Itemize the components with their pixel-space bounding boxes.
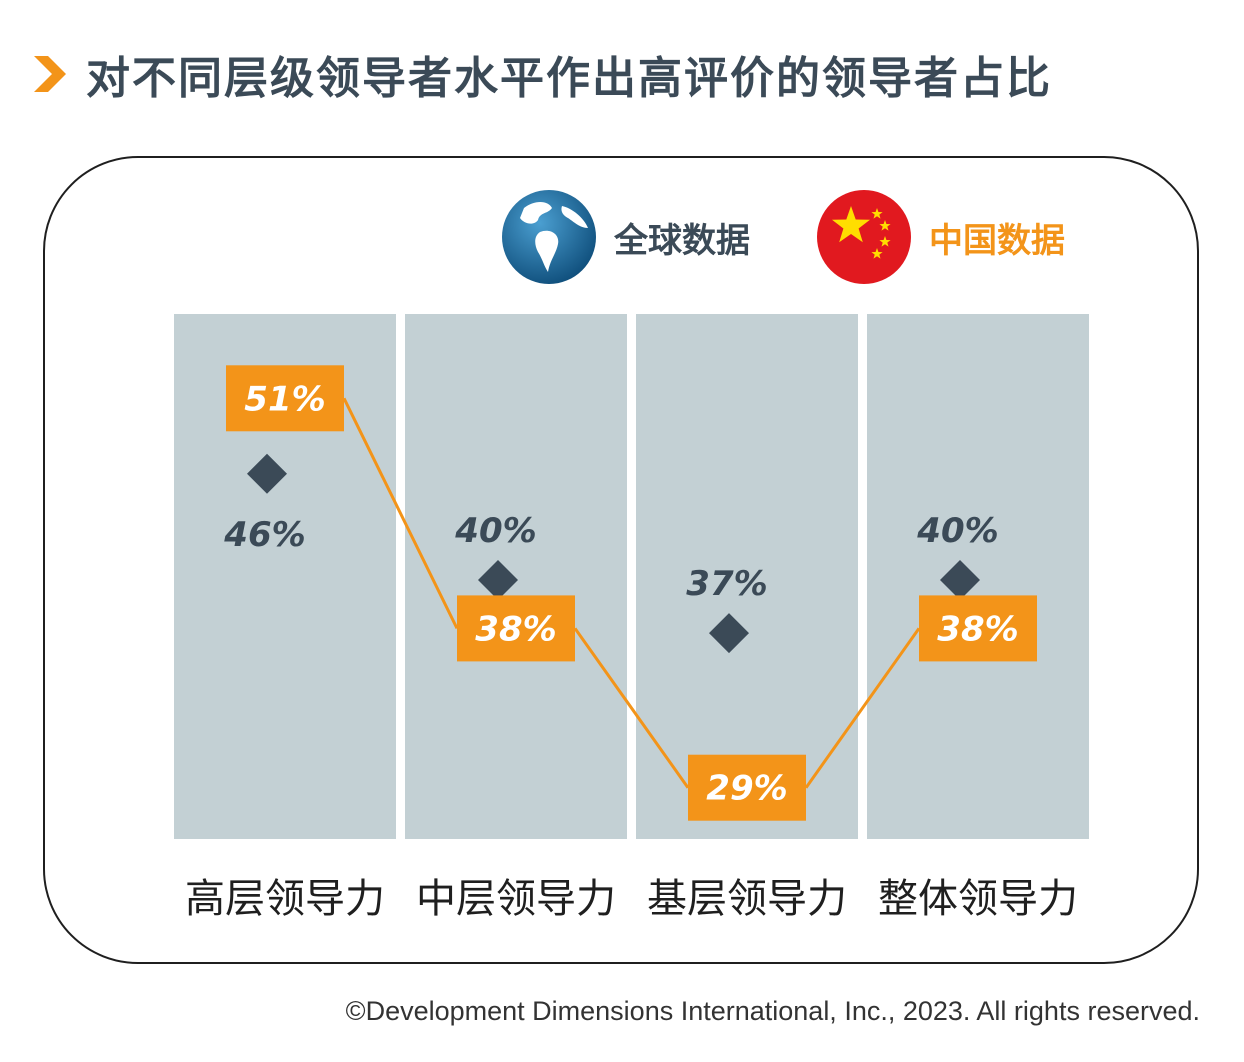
china-data-label: 29%	[706, 769, 787, 809]
chevron-right-icon	[34, 56, 66, 92]
category-label: 高层领导力	[185, 876, 385, 922]
chart-frame	[43, 156, 1199, 964]
category-column	[636, 314, 858, 839]
copyright-text: ©Development Dimensions International, I…	[345, 996, 1200, 1026]
legend-china-label: 中国数据	[929, 220, 1065, 261]
category-label: 整体领导力	[878, 876, 1078, 922]
china-point	[688, 754, 806, 821]
chart-title: 对不同层级领导者水平作出高评价的领导者占比	[86, 53, 1052, 104]
global-data-label: 46%	[223, 515, 305, 555]
china-flag-icon	[817, 190, 911, 284]
china-data-label: 38%	[475, 609, 556, 649]
china-point	[226, 365, 344, 432]
category-label: 中层领导力	[416, 876, 616, 922]
category-label: 基层领导力	[647, 876, 847, 922]
global-point	[940, 560, 980, 600]
china-point	[457, 595, 575, 662]
legend-global-label: 全球数据	[614, 220, 750, 261]
global-point	[247, 453, 287, 494]
category-column	[405, 314, 627, 839]
china-data-label: 38%	[937, 609, 1018, 649]
category-column	[867, 314, 1089, 839]
china-data-label: 51%	[244, 379, 325, 419]
title-bar: 对不同层级领导者水平作出高评价的领导者占比	[28, 42, 1052, 106]
global-point	[709, 613, 749, 654]
globe-icon	[502, 190, 596, 284]
china-point	[919, 595, 1037, 662]
legend-china: 中国数据	[815, 188, 1065, 286]
global-data-label: 40%	[454, 511, 536, 551]
legend-global: 全球数据	[500, 188, 750, 286]
global-data-label: 40%	[916, 511, 998, 551]
china-series-line	[342, 397, 921, 789]
global-data-label: 37%	[686, 564, 767, 604]
global-point	[478, 560, 518, 600]
